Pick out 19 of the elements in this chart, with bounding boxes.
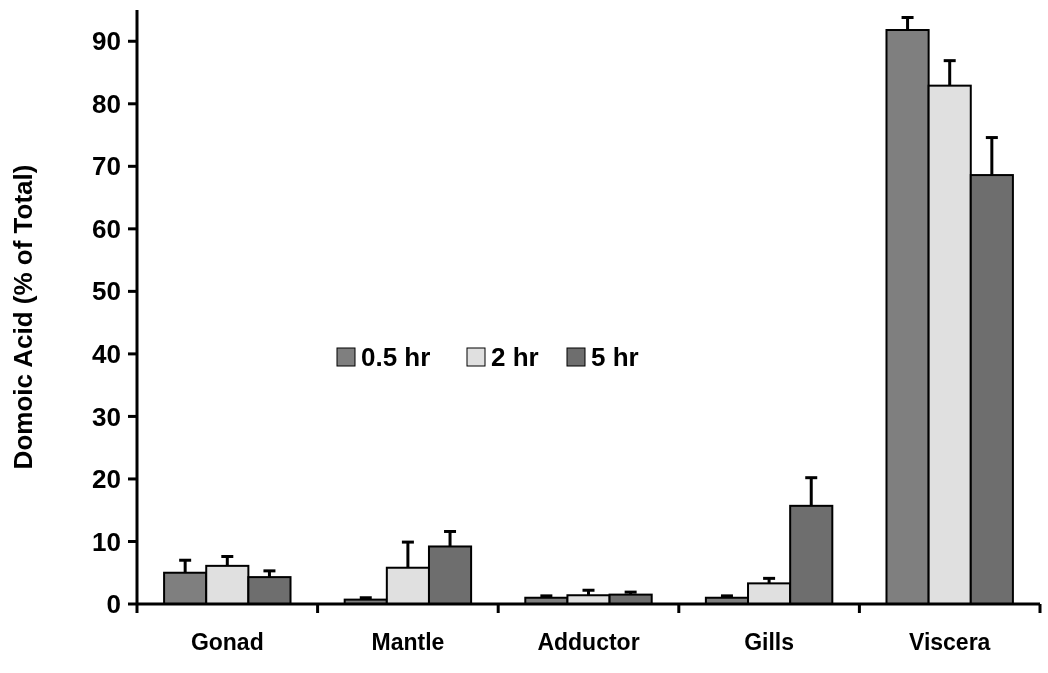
legend-label: 0.5 hr [361, 342, 431, 373]
x-tick-label: Mantle [371, 629, 445, 655]
y-tick-label: 40 [92, 338, 121, 369]
y-tick-label: 90 [92, 26, 121, 57]
y-tick-label: 10 [92, 526, 121, 557]
y-tick-label: 80 [92, 88, 121, 119]
y-tick-label: 30 [92, 401, 121, 432]
y-tick-label: 0 [106, 589, 121, 620]
legend-label: 2 hr [491, 342, 539, 373]
x-tick-label: Gills [744, 629, 795, 655]
x-tick-label: Gonad [190, 629, 264, 655]
y-axis-title: Domoic Acid (% of Total) [8, 164, 38, 470]
y-tick-label: 20 [92, 464, 121, 495]
x-tick-label: Viscera [908, 629, 991, 655]
y-tick-label: 50 [92, 276, 121, 307]
x-tick-label: Adductor [537, 629, 640, 655]
y-tick-label: 70 [92, 151, 121, 182]
y-tick-label: 60 [92, 213, 121, 244]
legend-label: 5 hr [591, 342, 639, 373]
